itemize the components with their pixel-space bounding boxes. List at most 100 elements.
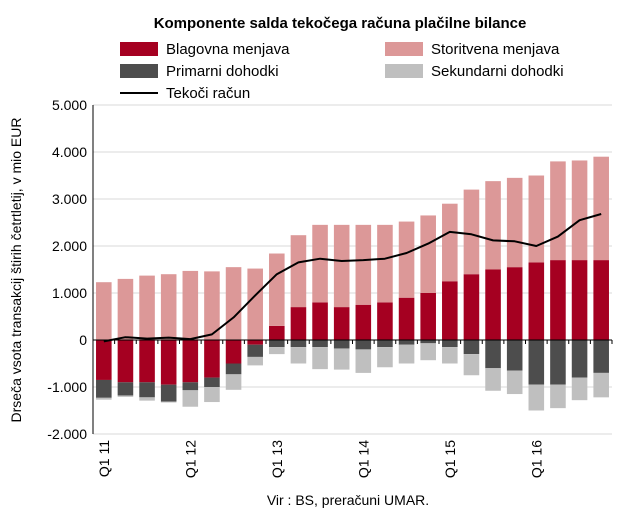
y-tick-label: 2.000 (52, 238, 87, 254)
bar-segment (571, 160, 588, 261)
bar-segment (139, 275, 155, 340)
x-tick-label: Q1 13 (269, 440, 285, 478)
bar-segment (225, 340, 242, 364)
source-note: Vir : BS, preračuni UMAR. (267, 492, 429, 508)
bar-segment (593, 340, 609, 373)
bar-segment (398, 340, 415, 345)
legend-label-primarni: Primarni dohodki (166, 63, 279, 80)
bar-segment (506, 340, 523, 371)
bar-segment (485, 269, 501, 340)
bar-segment (550, 260, 566, 340)
bar-segment (204, 387, 220, 403)
x-tick-label: Q1 16 (528, 440, 544, 478)
bar-segment (398, 344, 415, 364)
y-tick-label: 5.000 (52, 97, 87, 113)
bar-segment (290, 235, 307, 308)
legend-label-blagovna: Blagovna menjava (166, 41, 290, 58)
current-account-line (103, 213, 602, 343)
legend-label-tekoci: Tekoči račun (166, 85, 250, 102)
bar-segment (182, 390, 199, 407)
legend: Blagovna menjava Storitvena menjava Prim… (120, 41, 564, 102)
bar-segment (528, 262, 545, 340)
bar-segment (96, 340, 112, 380)
bar-segment (139, 397, 155, 401)
bar-segment (333, 224, 350, 308)
bar-segment (117, 340, 134, 383)
legend-swatch-sekundarni (385, 64, 423, 78)
bar-segment (160, 384, 177, 402)
chart-title: Komponente salda tekočega računa plačiln… (154, 15, 527, 32)
y-tick-label: 1.000 (52, 285, 87, 301)
x-tick-label: Q1 12 (182, 440, 198, 478)
bar-segment (96, 282, 112, 340)
bar-segment (571, 377, 588, 401)
bar-segment (269, 253, 285, 326)
bar-segment (528, 340, 545, 385)
bar-segment (420, 343, 436, 361)
bar-segment (355, 340, 372, 350)
bar-segment (333, 340, 350, 349)
x-tick-label: Q1 11 (96, 440, 112, 477)
bar-segment (528, 175, 545, 263)
bar-segment (442, 340, 458, 348)
bar-segment (506, 370, 523, 395)
y-tick-label: -1.000 (47, 379, 87, 395)
bar-segment (377, 347, 393, 368)
bar-segment (442, 281, 458, 340)
x-tick-labels: Q1 11 Q1 12 Q1 13 Q1 14 Q1 15 Q1 16 (96, 440, 544, 478)
bar-segment (312, 302, 328, 340)
bar-segment (269, 347, 285, 355)
bar-segment (247, 356, 263, 366)
bar-segment (463, 354, 480, 376)
bar-segment (204, 271, 220, 340)
bar-segment (377, 302, 393, 340)
series-line-tekoci (103, 213, 602, 343)
y-axis-label: Drseča vsota transakcij štirih četrtleti… (8, 118, 24, 423)
bar-segment (96, 379, 112, 398)
bar-segment (225, 374, 242, 390)
legend-swatch-primarni (120, 64, 158, 78)
y-tick-label: 3.000 (52, 191, 87, 207)
bar-segment (117, 395, 134, 397)
bar-segment (182, 382, 199, 391)
bar-segment (139, 382, 155, 398)
bar-segment (463, 340, 480, 355)
bar-segment (355, 224, 372, 305)
bar-segment (312, 347, 328, 370)
bar-segment (593, 260, 609, 340)
bar-segment (550, 340, 566, 385)
bar-segment (160, 340, 177, 385)
bar-segment (377, 340, 393, 348)
bar-segment (442, 203, 458, 282)
bar-segment (420, 293, 436, 340)
legend-swatch-blagovna (120, 42, 158, 56)
bar-segment (160, 274, 177, 340)
bar-segment (571, 260, 588, 340)
bar-segment (398, 221, 415, 298)
bar-segment (247, 268, 263, 340)
bar-segment (247, 340, 263, 345)
bar-segment (269, 340, 285, 348)
bar-segment (571, 340, 588, 378)
bar-segment (485, 181, 501, 270)
bar-segment (290, 347, 307, 364)
bar-segment (182, 270, 199, 340)
bar-segment (333, 348, 350, 370)
bar-segment (485, 340, 501, 369)
bar-segment (312, 340, 328, 348)
bar-segment (463, 189, 480, 275)
bar-segment (506, 177, 523, 268)
bar-segment (355, 349, 372, 373)
bar-segment (225, 267, 242, 340)
bar-segment (117, 278, 134, 340)
bar-segment (506, 267, 523, 340)
axes (92, 105, 613, 434)
bar-segment (420, 340, 436, 344)
bar-segment (269, 325, 285, 340)
bar-segment (290, 340, 307, 348)
legend-swatch-storitvena (385, 42, 423, 56)
bar-segment (593, 372, 609, 398)
bar-segment (463, 274, 480, 340)
bar-segment (485, 368, 501, 391)
